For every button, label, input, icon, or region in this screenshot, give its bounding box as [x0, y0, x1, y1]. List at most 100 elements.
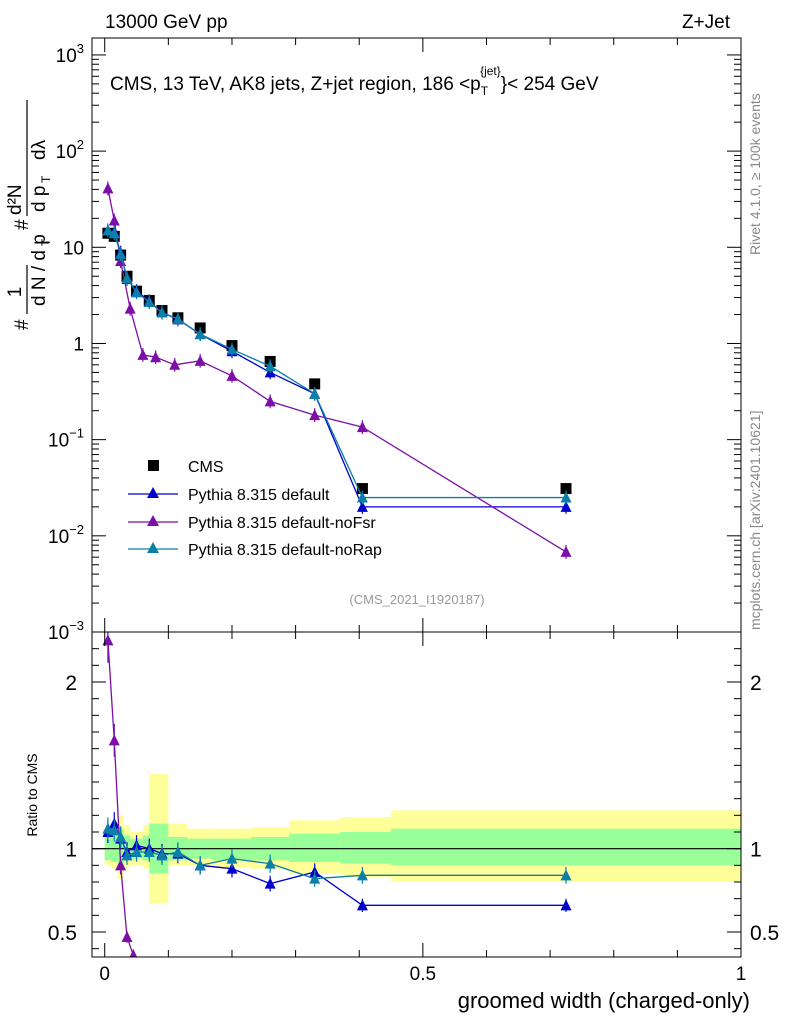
ratio-ytick-label-right: 1 — [750, 839, 762, 862]
main-ytick-label: 10−1 — [48, 426, 84, 452]
legend: CMS Pythia 8.315 default Pythia 8.315 de… — [128, 459, 382, 559]
main-point-pythia-8-315-default-nofsr — [108, 214, 120, 226]
xlabel: groomed width (charged-only) — [458, 988, 750, 1013]
legend-label-nofsr: Pythia 8.315 default-noFsr — [188, 515, 376, 532]
ylabel-lam: dλ — [29, 139, 50, 160]
main-point-pythia-8-315-default-norap — [131, 286, 143, 298]
main-ytick-label: 10 — [63, 238, 84, 259]
main-point-pythia-8-315-default-norap — [102, 224, 114, 236]
main-point-pythia-8-315-default-norap — [356, 491, 368, 503]
ratio-point-pythia-8-315-default-nofsr — [129, 949, 138, 957]
ylabel-den: d p — [29, 186, 50, 212]
main-point-cms — [356, 483, 368, 495]
main-point-pythia-8-315-default-nofsr — [137, 348, 149, 360]
ratio-xtick-label: 0.5 — [410, 964, 436, 985]
ratio-point-pythia-8-315-default-norap — [309, 872, 321, 884]
ratio-xtick-label: 0 — [99, 964, 110, 985]
main-point-pythia-8-315-default-norap — [226, 343, 238, 355]
header-left: 13000 GeV pp — [105, 12, 228, 33]
ratio-point-pythia-8-315-default-nofsr — [121, 931, 133, 942]
ratio-point-pythia-8-315-default-nofsr — [108, 734, 120, 746]
main-point-pythia-8-315-default-norap — [108, 227, 120, 239]
main-ytick-label: 1 — [73, 334, 84, 355]
main-title-text: CMS, 13 TeV, AK8 jets, Z+jet region, 186… — [110, 74, 481, 95]
legend-label-cms: CMS — [188, 459, 224, 476]
ratio-point-pythia-8-315-default-norap — [121, 849, 133, 861]
watermark: (CMS_2021_I1920187) — [349, 592, 484, 607]
ratio-point-pythia-8-315-default-norap — [115, 831, 127, 842]
ratio-point-pythia-8-315-default-norap — [560, 869, 572, 881]
ratio-xtick-label: 1 — [736, 964, 747, 985]
header-right: Z+Jet — [682, 12, 731, 33]
main-point-pythia-8-315-default-norap — [143, 295, 155, 307]
ratio-ytick-label: 2 — [65, 672, 77, 695]
main-ytick-label: 10−2 — [48, 522, 84, 548]
legend-marker-nofsr — [147, 515, 159, 526]
main-point-pythia-8-315-default-norap — [264, 360, 276, 372]
ratio-point-pythia-8-315-default — [356, 899, 368, 911]
main-point-pythia-8-315-default-nofsr — [150, 351, 162, 363]
ratio-point-pythia-8-315-default-norap — [356, 869, 368, 881]
main-point-pythia-8-315-default-nofsr — [356, 421, 368, 433]
main-title-sub: T — [481, 84, 489, 98]
ratio-point-pythia-8-315-default-norap — [156, 849, 168, 861]
ratio-point-pythia-8-315-default-norap — [194, 859, 206, 871]
legend-label-norap: Pythia 8.315 default-noRap — [188, 542, 382, 559]
ratio-point-pythia-8-315-default-nofsr — [115, 859, 127, 871]
ylabel-hash2: # — [12, 219, 33, 230]
main-point-pythia-8-315-default-norap — [156, 306, 168, 318]
main-title-end: }< 254 GeV — [501, 74, 599, 95]
ratio-point-pythia-8-315-default-norap — [102, 822, 114, 834]
ratio-band-inner — [340, 832, 392, 864]
main-point-pythia-8-315-default — [560, 500, 572, 512]
ratio-point-pythia-8-315-default-norap — [264, 857, 276, 869]
main-point-pythia-8-315-default-norap — [115, 248, 127, 260]
ratio-ytick-label-right: 2 — [750, 672, 762, 695]
main-point-pythia-8-315-default-norap — [560, 491, 572, 503]
main-point-pythia-8-315-default-nofsr — [102, 182, 114, 194]
ratio-band-inner — [111, 832, 118, 862]
ratio-point-pythia-8-315-default-norap — [172, 846, 184, 857]
legend-marker-default — [147, 487, 159, 498]
legend-label-default: Pythia 8.315 default — [188, 487, 330, 504]
main-point-pythia-8-315-default-nofsr — [226, 369, 238, 381]
ylabel-one: 1 — [5, 287, 26, 298]
main-point-pythia-8-315-default-nofsr — [124, 302, 136, 314]
ratio-band-inner — [391, 828, 741, 866]
legend-marker-norap — [147, 542, 159, 553]
main-point-pythia-8-315-default-norap — [121, 271, 133, 283]
ylabel-num: d²N — [5, 184, 26, 215]
ratio-point-pythia-8-315-default-norap — [131, 846, 143, 857]
rivet-label: Rivet 4.1.0, ≥ 100k events — [747, 93, 763, 255]
main-point-pythia-8-315-default-nofsr — [194, 354, 206, 366]
ratio-point-pythia-8-315-default-norap — [226, 852, 238, 864]
ratio-point-pythia-8-315-default — [560, 899, 572, 911]
ratio-panel: 0.5 0.51 12 20 0.5 1 — [48, 631, 779, 985]
ratio-frame — [91, 631, 742, 958]
main-point-cms — [560, 483, 572, 495]
main-point-pythia-8-315-default-nofsr — [169, 358, 181, 370]
main-ytick-label: 10−3 — [48, 618, 84, 644]
main-title: CMS, 13 TeV, AK8 jets, Z+jet region, 186… — [110, 64, 599, 98]
main-ytick-label: 102 — [56, 137, 84, 163]
ratio-ytick-label-right: 0.5 — [750, 922, 779, 945]
main-point-pythia-8-315-default-norap — [194, 328, 206, 340]
ratio-band-inner — [289, 833, 341, 862]
main-title-sup: {jet} — [480, 64, 501, 78]
main-ytick-label: 103 — [56, 41, 84, 67]
ratio-ytick-label: 0.5 — [48, 922, 77, 945]
main-point-pythia-8-315-default — [356, 500, 368, 512]
ylabel-dn: d N / d p — [29, 234, 50, 306]
main-point-pythia-8-315-default-norap — [172, 312, 184, 324]
ylabel-hash1: # — [12, 319, 33, 330]
legend-marker-cms — [148, 460, 159, 471]
main-point-pythia-8-315-default-nofsr — [264, 395, 276, 407]
ratio-point-pythia-8-315-default-norap — [108, 824, 120, 836]
ratio-ytick-label: 1 — [65, 839, 77, 862]
ylabel-sub1: T — [39, 238, 53, 246]
mcplots-label: mcplots.cern.ch [arXiv:2401.10621] — [747, 411, 763, 630]
main-point-cms — [309, 378, 321, 390]
ratio-point-pythia-8-315-default — [264, 877, 276, 889]
